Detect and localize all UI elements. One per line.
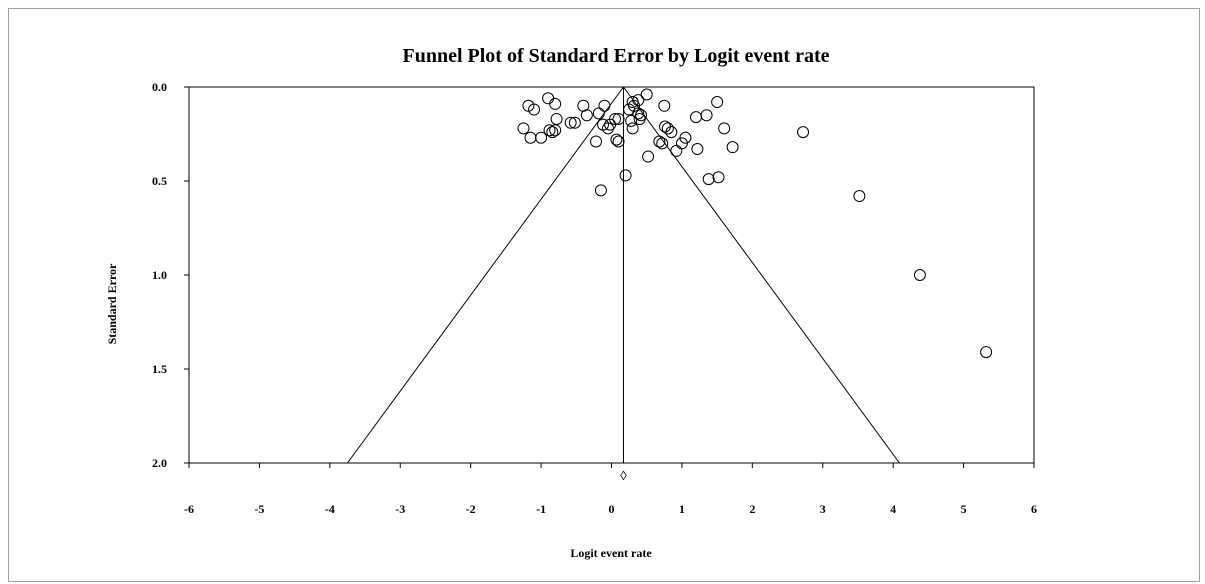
study-point	[625, 114, 638, 127]
study-point	[691, 143, 704, 156]
x-tick-label: 5	[961, 502, 967, 516]
study-point	[853, 190, 866, 203]
study-point	[524, 131, 537, 144]
x-axis-label: Logit event rate	[570, 546, 652, 560]
chart-title: Funnel Plot of Standard Error by Logit e…	[402, 45, 829, 67]
study-point	[711, 96, 724, 109]
x-tick-label: -6	[184, 502, 194, 516]
study-point	[635, 109, 648, 122]
x-tick-label: -1	[536, 502, 546, 516]
x-tick-label: 2	[749, 502, 755, 516]
study-point	[550, 112, 563, 125]
study-point	[980, 346, 993, 359]
x-tick-label: 3	[820, 502, 826, 516]
x-tick-label: -3	[395, 502, 405, 516]
x-tick-label: -5	[254, 502, 264, 516]
study-point	[712, 171, 725, 184]
study-point	[528, 103, 541, 116]
study-point	[726, 141, 739, 154]
study-point	[598, 99, 611, 112]
summary-effect-diamond: ◊	[620, 468, 627, 483]
study-point	[690, 111, 702, 124]
study-point	[670, 144, 683, 157]
study-point	[549, 124, 562, 137]
study-point	[619, 169, 632, 182]
study-point	[642, 150, 655, 163]
study-point	[700, 109, 713, 122]
study-point	[632, 107, 645, 120]
study-point	[564, 116, 577, 129]
study-point	[797, 126, 810, 139]
study-point	[590, 135, 603, 148]
funnel-right-line	[623, 86, 900, 464]
study-point	[609, 112, 622, 125]
x-tick-label: -2	[466, 502, 476, 516]
study-point	[542, 92, 555, 105]
y-tick-label: 2.0	[152, 456, 167, 470]
study-point	[658, 99, 671, 112]
axis-ticks: -6 -5 -4 -3 -2 -1 0 1 2 3 4 5 6 0.0 0.5 1.0 1.5 2.0	[152, 80, 1037, 516]
study-point	[679, 131, 692, 144]
study-point	[665, 126, 678, 139]
study-point	[568, 116, 581, 129]
study-point	[656, 137, 669, 150]
y-axis-label: Standard Error	[105, 263, 119, 344]
study-point	[592, 107, 605, 120]
chart-frame: Funnel Plot of Standard Error by Logit e…	[8, 8, 1200, 582]
study-points	[517, 88, 993, 359]
x-tick-label: 1	[679, 502, 685, 516]
study-point	[653, 135, 666, 148]
study-point	[702, 173, 715, 186]
study-point	[610, 133, 623, 146]
y-tick-label: 1.5	[152, 362, 167, 376]
funnel-left-line	[347, 86, 624, 464]
x-tick-label: 0	[609, 502, 615, 516]
funnel-lines	[347, 86, 900, 464]
plot-area	[188, 86, 1035, 464]
y-tick-label: 0.0	[152, 80, 167, 94]
study-point	[626, 122, 639, 135]
study-point	[549, 97, 562, 110]
y-tick-label: 1.0	[152, 268, 167, 282]
x-tick-label: 6	[1031, 502, 1037, 516]
study-point	[517, 122, 530, 135]
study-point	[580, 109, 593, 122]
study-point	[661, 122, 674, 135]
study-point	[913, 269, 926, 281]
study-point	[546, 126, 559, 139]
study-point	[543, 124, 556, 137]
study-point	[535, 131, 548, 144]
study-point	[640, 88, 653, 101]
study-point	[632, 94, 645, 107]
x-tick-label: -4	[325, 502, 335, 516]
x-tick-label: 4	[890, 502, 896, 516]
y-tick-label: 0.5	[152, 174, 167, 188]
study-point	[612, 135, 625, 148]
study-point	[594, 184, 607, 197]
study-point	[612, 112, 625, 125]
study-point	[718, 122, 731, 135]
funnel-plot: Funnel Plot of Standard Error by Logit e…	[105, 45, 1037, 560]
